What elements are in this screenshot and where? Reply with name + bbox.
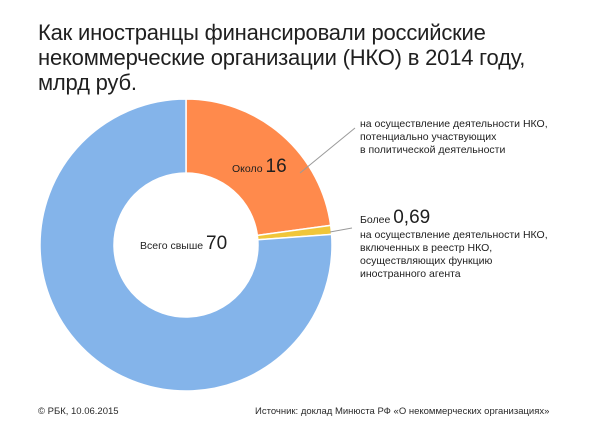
title-line-1: Как иностранцы финансировали российские xyxy=(38,20,486,45)
total-value: 70 xyxy=(206,233,228,254)
political-desc-line-1: на осуществление деятельности НКО, xyxy=(360,118,548,130)
source-prefix: Источник: xyxy=(255,406,301,417)
agents-annotation: Более 0,69 на осуществление деятельности… xyxy=(360,208,548,281)
leader-line-political xyxy=(299,127,356,174)
title-line-2: некоммерческие организации (НКО) в 2014 … xyxy=(38,45,526,70)
agents-desc-line-2: включенных в реестр НКО, xyxy=(360,242,493,254)
source-text: доклад Минюста РФ «О некоммерческих орга… xyxy=(300,406,550,417)
slice-political xyxy=(185,98,332,237)
source-footer: Источник: доклад Минюста РФ «О некоммерч… xyxy=(255,406,549,417)
political-desc-line-3: в политической деятельности xyxy=(360,144,506,156)
political-slice-label: Около 16 xyxy=(232,156,287,178)
leader-line-agents xyxy=(329,227,353,233)
slice-other xyxy=(39,98,333,392)
title-line-3: млрд руб. xyxy=(38,70,137,95)
agents-desc-line-3: осуществляющих функцию xyxy=(360,255,493,267)
political-value: 16 xyxy=(265,156,287,177)
agents-prefix: Более xyxy=(360,214,391,226)
agents-heading: Более 0,69 xyxy=(360,208,548,227)
agents-desc-line-1: на осуществление деятельности НКО, xyxy=(360,229,548,241)
political-annotation: на осуществление деятельности НКО, потен… xyxy=(360,118,548,157)
copyright-footer: © РБК, 10.06.2015 xyxy=(38,406,119,417)
total-center-label: Всего свыше 70 xyxy=(140,233,227,255)
political-desc-line-2: потенциально участвующих xyxy=(360,131,497,143)
total-prefix: Всего свыше xyxy=(140,240,204,252)
agents-desc-line-4: иностранного агента xyxy=(360,268,461,280)
political-prefix: Около xyxy=(232,163,263,175)
chart-title: Как иностранцы финансировали российские … xyxy=(38,20,578,95)
agents-value: 0,69 xyxy=(393,207,431,228)
